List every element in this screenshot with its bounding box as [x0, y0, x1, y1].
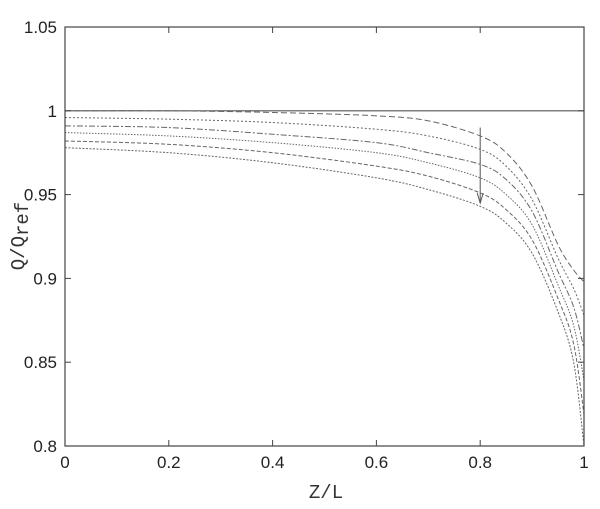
x-tick-label: 1 [579, 453, 588, 472]
x-tick-label: 0.8 [468, 453, 492, 472]
series-line-2 [64, 117, 585, 316]
arrow-head-icon [476, 192, 484, 205]
y-tick-label: 0.9 [33, 269, 57, 288]
series-line-5 [64, 140, 585, 415]
x-tick-label: 0.6 [365, 453, 389, 472]
series-line-1 [64, 110, 585, 283]
x-axis-label: Z/L [309, 482, 343, 504]
x-tick-label: 0.2 [157, 453, 181, 472]
x-tick-label: 0.4 [261, 453, 285, 472]
x-tick-label: 0 [60, 453, 69, 472]
plot-area [64, 110, 585, 447]
y-tick-label: 0.85 [24, 353, 57, 372]
y-tick-label: 0.95 [24, 186, 57, 205]
y-tick-label: 1.05 [24, 18, 57, 37]
y-tick-label: 1 [48, 102, 57, 121]
axes-frame [64, 26, 585, 447]
series-line-4 [64, 132, 585, 381]
series-line-3 [64, 125, 585, 349]
ticks: 0 0.2 0.4 0.6 0.8 1 0.8 0.85 0.9 0.95 1 1.05 [24, 18, 589, 472]
series-line-6 [64, 147, 585, 447]
y-axis-label: Q/Qref [8, 202, 34, 270]
y-tick-label: 0.8 [33, 437, 57, 456]
